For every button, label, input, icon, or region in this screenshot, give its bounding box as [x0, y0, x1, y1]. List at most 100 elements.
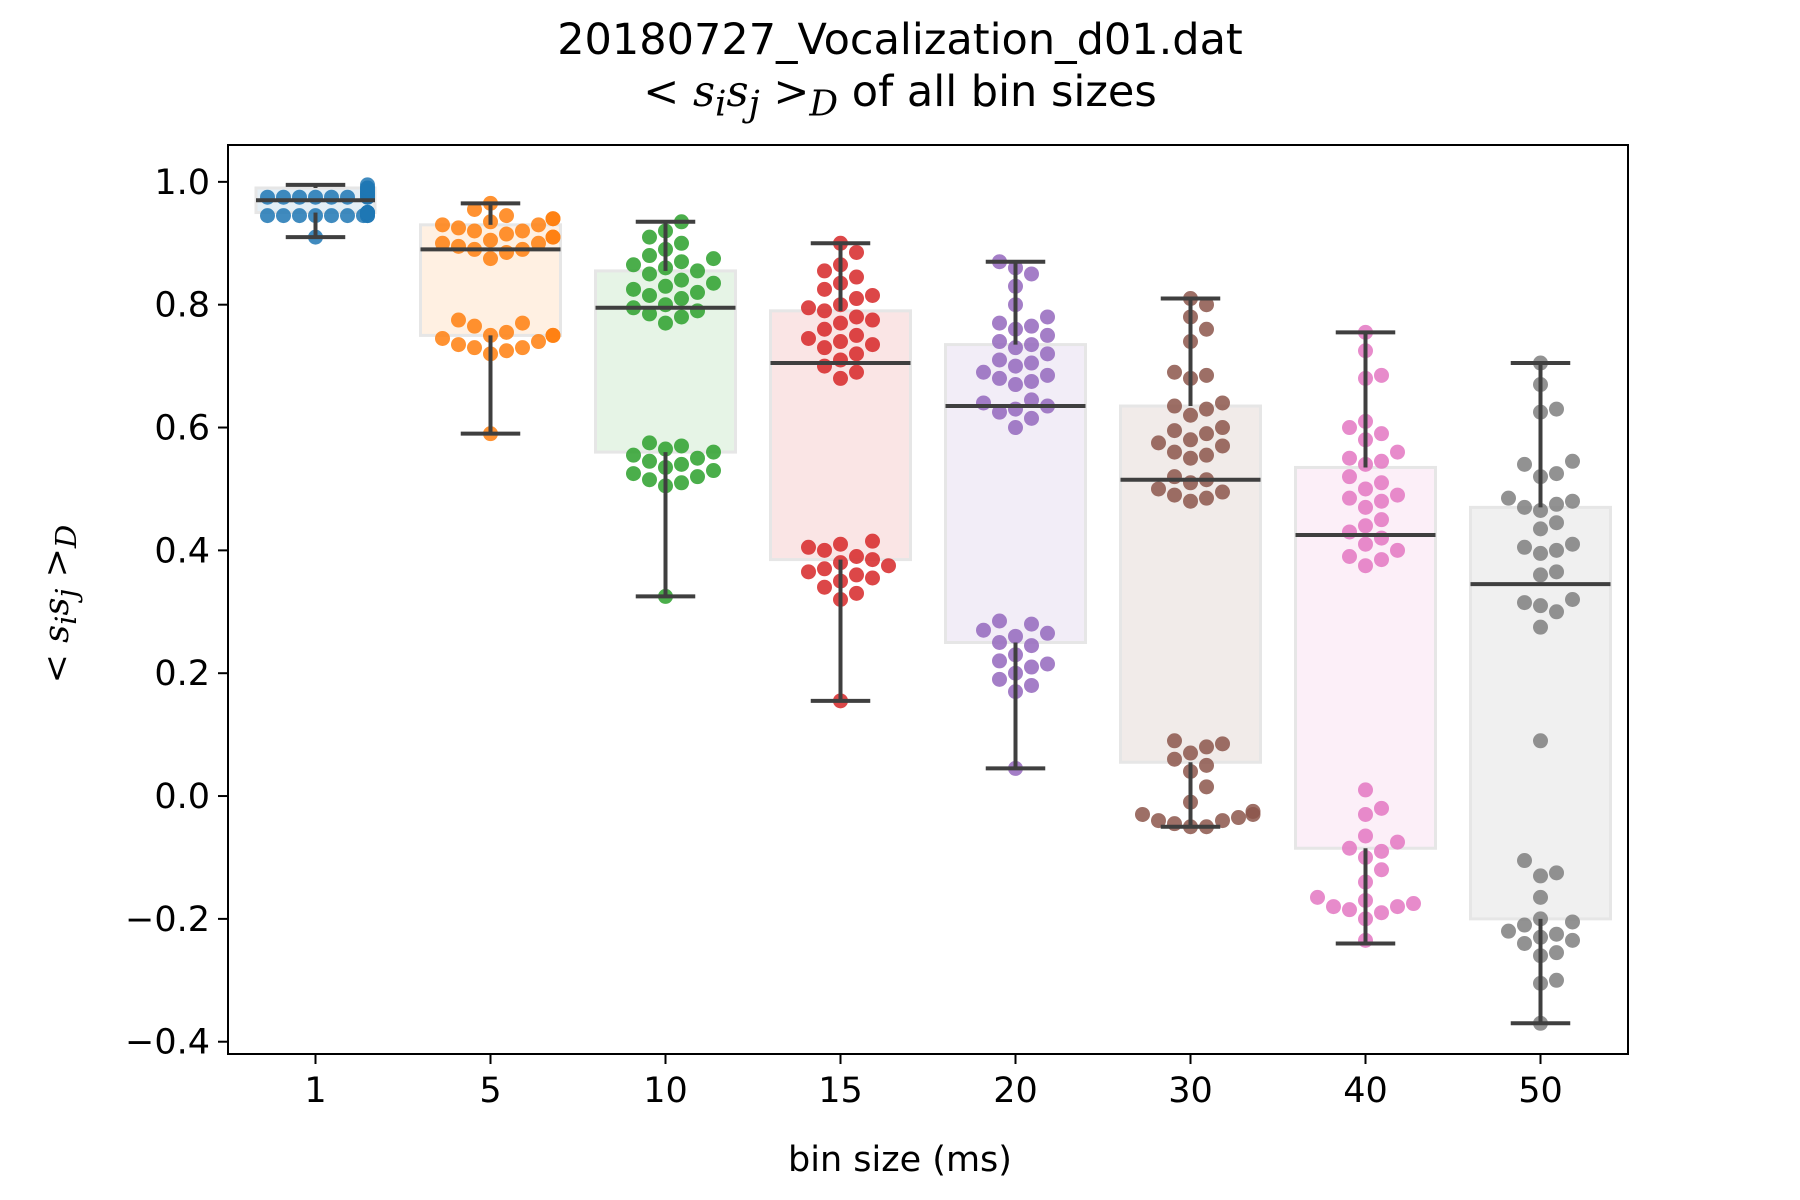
point-40-23: [1358, 536, 1373, 552]
y-axis-label: < sisj >D: [37, 524, 83, 684]
y-tick-label-7: 1.0: [154, 163, 210, 203]
swarm-layer: [260, 177, 1580, 1031]
point-20-29: [1024, 355, 1039, 371]
point-50-34: [1565, 493, 1580, 509]
point-5-4: [515, 340, 530, 356]
point-40-12: [1374, 843, 1389, 859]
point-50-19: [1549, 604, 1564, 620]
point-5-26: [467, 223, 482, 239]
y-tick-label-3: 0.2: [154, 654, 210, 694]
point-50-32: [1517, 499, 1532, 515]
point-1-15: [324, 189, 339, 205]
chart-title-line2: < sisj >D of all bin sizes: [0, 66, 1800, 131]
point-30-35: [1183, 407, 1198, 423]
point-30-45: [1199, 297, 1214, 313]
box-20: [944, 343, 1087, 644]
point-30-22: [1151, 481, 1166, 497]
point-30-31: [1183, 432, 1198, 448]
point-50-25: [1533, 545, 1548, 561]
point-50-28: [1565, 536, 1580, 552]
point-30-41: [1167, 364, 1182, 380]
point-30-18: [1183, 493, 1198, 509]
point-40-40: [1374, 426, 1389, 442]
point-50-33: [1549, 496, 1564, 512]
point-40-38: [1390, 444, 1405, 460]
point-40-41: [1342, 420, 1357, 436]
point-30-5: [1231, 810, 1246, 826]
point-40-29: [1374, 493, 1389, 509]
point-20-16: [1008, 420, 1023, 436]
x-axis-label: bin size (ms): [788, 1140, 1012, 1180]
point-10-14: [674, 438, 689, 454]
point-50-4: [1549, 945, 1564, 961]
point-20-12: [1040, 625, 1055, 641]
point-10-5: [626, 466, 641, 482]
point-40-17: [1374, 800, 1389, 816]
point-15-28: [833, 315, 848, 331]
chart-title: 20180727_Vocalization_d01.dat < sisj >D …: [0, 14, 1800, 131]
x-tick-label-1: 1: [304, 1071, 326, 1111]
point-50-38: [1517, 456, 1532, 472]
point-15-16: [865, 533, 880, 549]
point-20-28: [1008, 358, 1023, 374]
point-5-35: [467, 201, 482, 217]
point-30-38: [1215, 395, 1230, 411]
point-20-14: [1024, 616, 1039, 632]
point-20-31: [1040, 346, 1055, 362]
point-10-21: [658, 297, 673, 313]
point-5-19: [451, 238, 466, 254]
point-20-5: [1024, 659, 1039, 675]
point-5-29: [531, 217, 546, 233]
point-10-23: [642, 287, 657, 303]
point-5-21: [435, 235, 450, 251]
point-40-32: [1358, 481, 1373, 497]
point-20-18: [992, 404, 1007, 420]
point-20-22: [1024, 392, 1039, 408]
point-10-29: [642, 266, 657, 282]
point-10-3: [642, 472, 657, 488]
point-5-33: [545, 211, 561, 227]
point-50-39: [1565, 453, 1580, 469]
point-10-15: [642, 435, 657, 451]
point-1-7: [260, 208, 275, 224]
point-10-32: [626, 257, 641, 273]
point-50-41: [1549, 401, 1564, 417]
point-30-34: [1215, 420, 1230, 436]
point-30-40: [1199, 367, 1214, 383]
point-40-16: [1358, 806, 1373, 822]
point-40-24: [1374, 530, 1389, 546]
chart-title-suffix: of all bin sizes: [851, 67, 1157, 117]
point-15-20: [833, 352, 848, 368]
point-20-33: [1024, 337, 1039, 353]
point-30-4: [1151, 813, 1166, 829]
point-40-27: [1374, 512, 1389, 528]
point-15-7: [801, 564, 816, 580]
point-10-35: [642, 248, 657, 264]
point-10-27: [706, 275, 721, 291]
point-30-10: [1199, 779, 1214, 795]
point-1-18: [276, 189, 291, 205]
point-1-16: [292, 189, 307, 205]
point-40-31: [1390, 487, 1405, 503]
point-40-4: [1390, 899, 1405, 915]
point-20-6: [1040, 656, 1055, 672]
point-15-39: [817, 263, 832, 279]
point-5-3: [467, 340, 482, 356]
point-50-17: [1533, 733, 1548, 749]
point-20-39: [1040, 309, 1055, 325]
point-15-15: [833, 536, 848, 552]
x-tick-label-20: 20: [993, 1071, 1038, 1111]
point-10-6: [706, 463, 721, 479]
point-5-27: [515, 223, 530, 239]
point-15-22: [817, 340, 832, 356]
point-50-5: [1517, 935, 1532, 951]
x-tick-label-40: 40: [1343, 1071, 1388, 1111]
point-30-23: [1183, 475, 1198, 491]
point-30-12: [1199, 757, 1214, 773]
point-20-30: [992, 352, 1007, 368]
point-10-22: [674, 291, 689, 307]
point-40-5: [1326, 899, 1341, 915]
y-tick-label-1: −0.2: [125, 900, 210, 940]
point-15-19: [817, 358, 832, 374]
